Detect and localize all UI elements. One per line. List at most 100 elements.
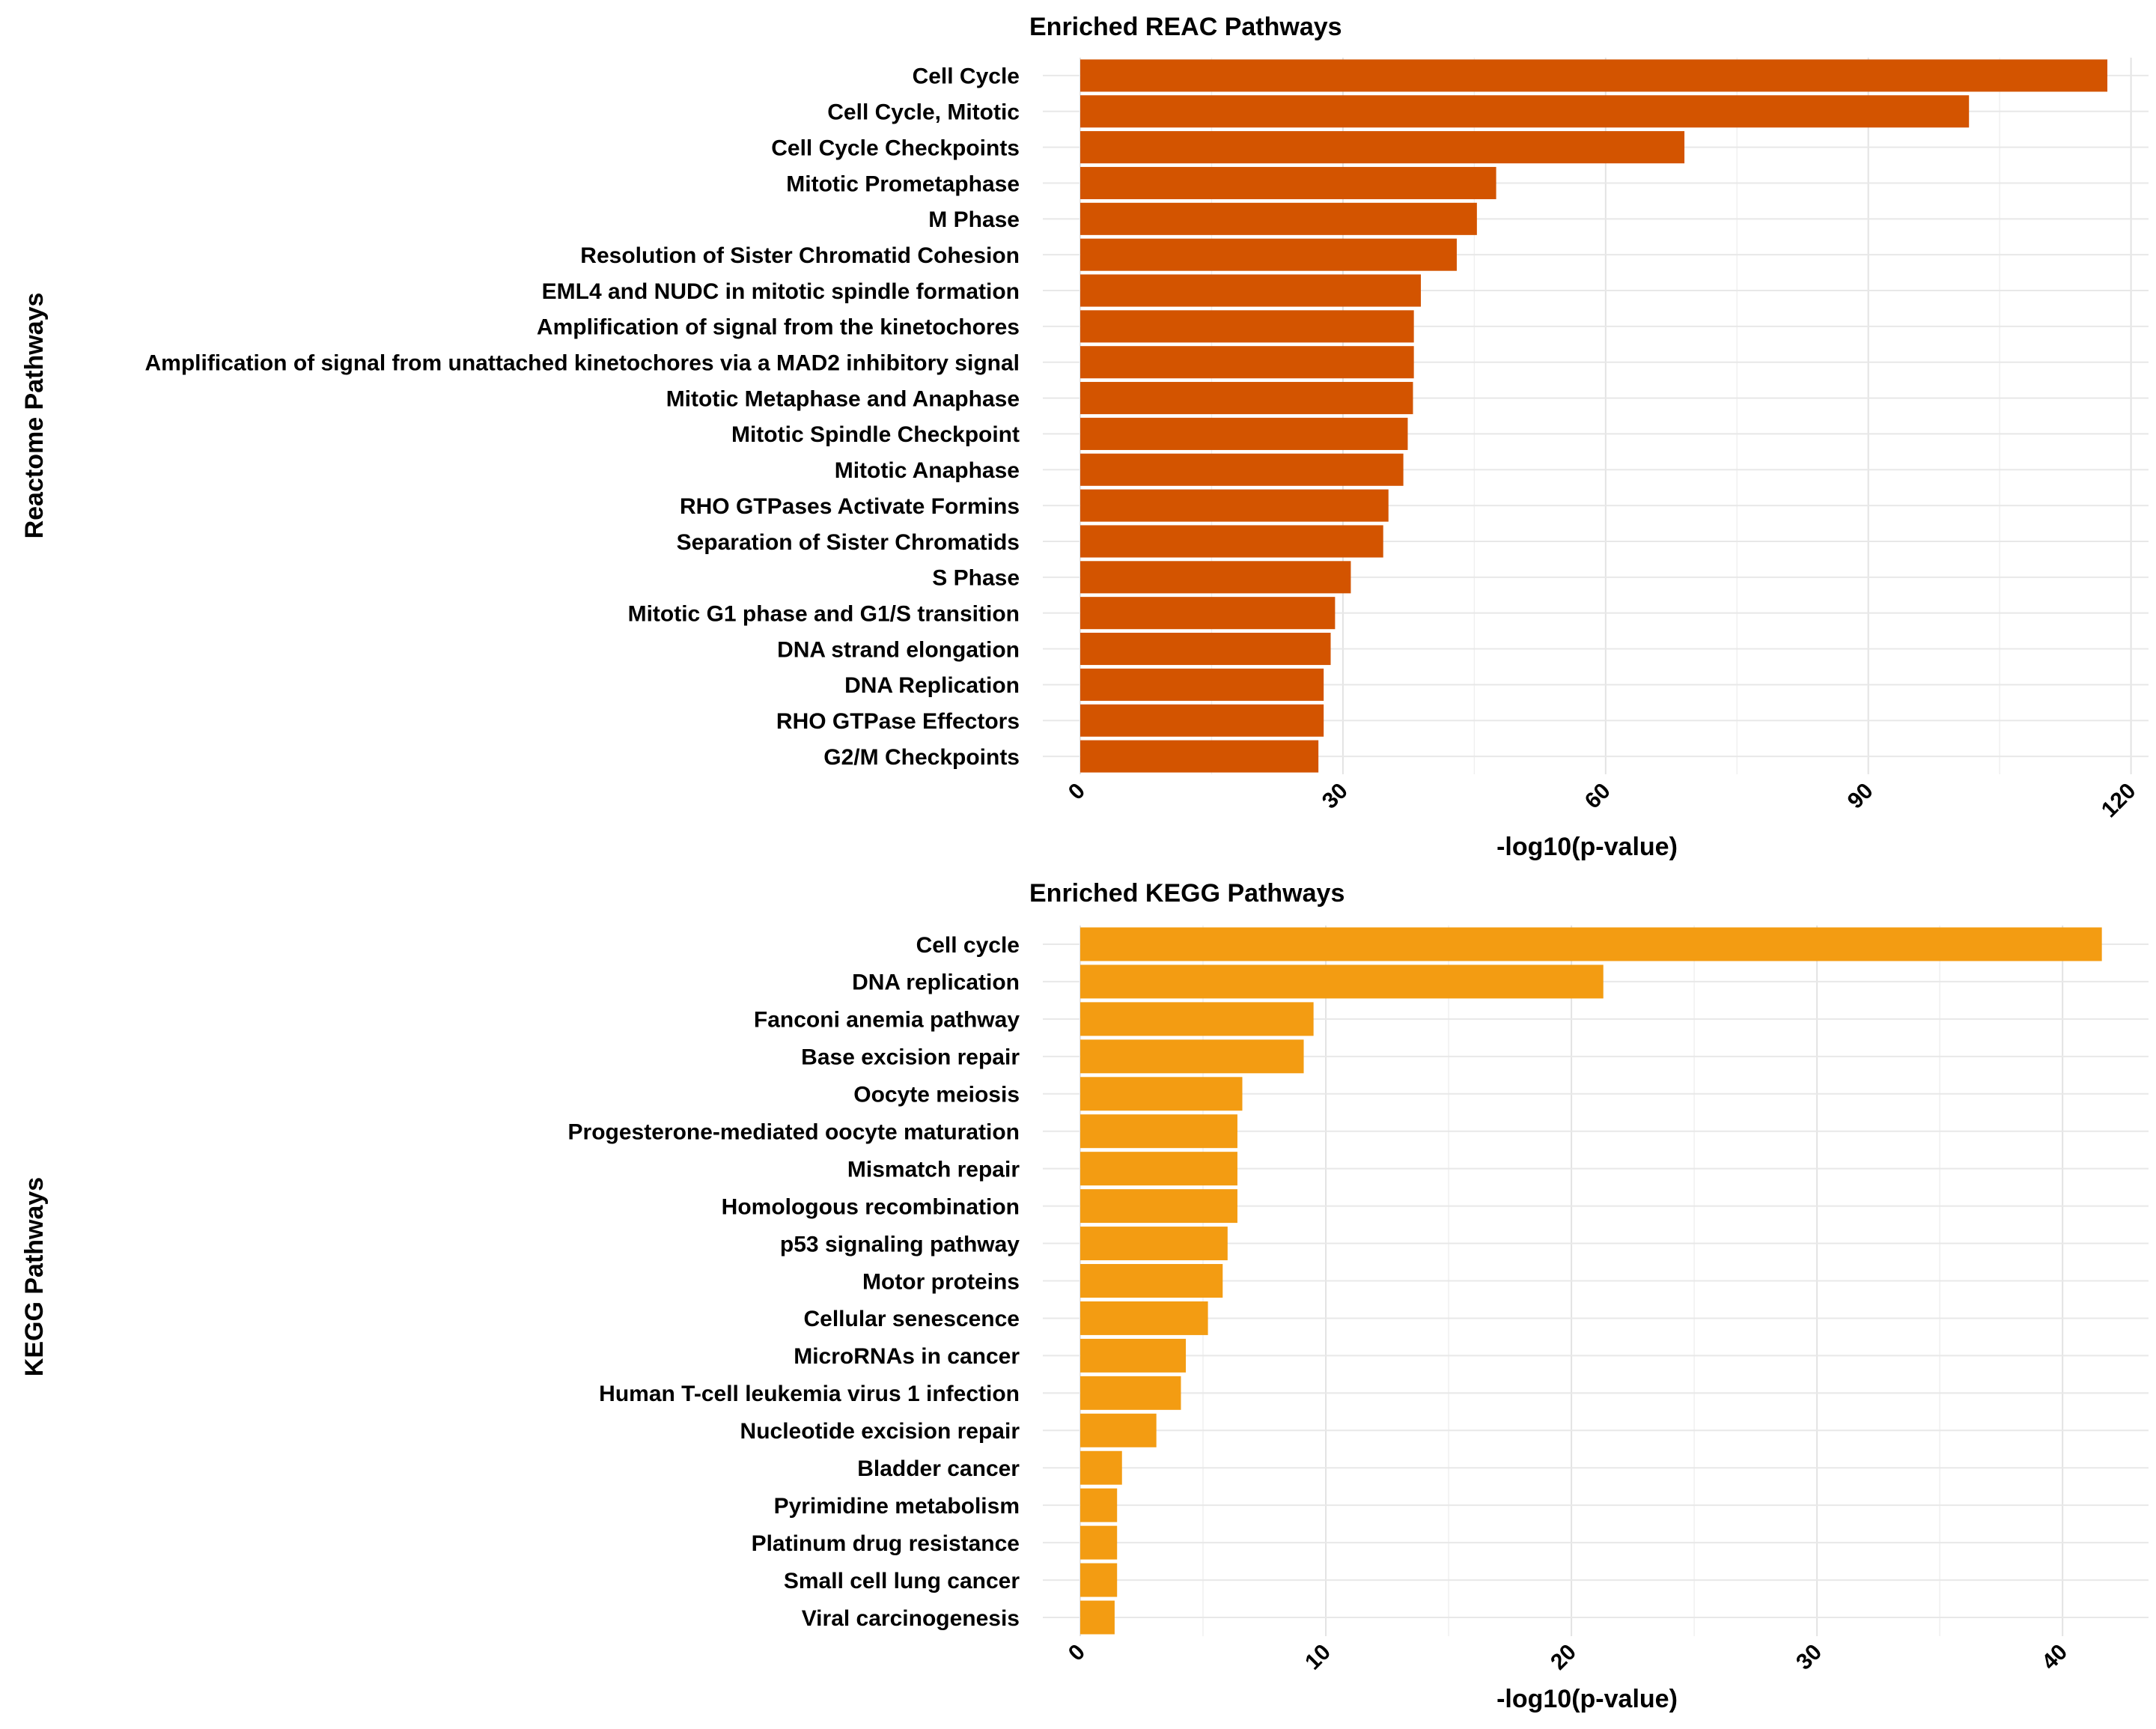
reac-x-tick-label: 0: [1064, 779, 1090, 805]
kegg-category-labels: Cell cycle DNA replication Fanconi anemia …: [568, 933, 1020, 1631]
kegg-chart-title: Enriched KEGG Pathways: [1029, 879, 1345, 908]
kegg-bar: [1080, 1114, 1237, 1149]
kegg-bar: [1080, 1002, 1314, 1036]
reac-x-tick-label: 30: [1318, 779, 1353, 814]
reac-bar: [1080, 274, 1422, 307]
kegg-category-label: Bladder cancer: [857, 1456, 1020, 1481]
reac-x-tick-label: 120: [2097, 779, 2141, 823]
kegg-bar: [1080, 1563, 1118, 1597]
kegg-x-axis-label: -log10(p-value): [1496, 1685, 1678, 1713]
kegg-y-axis-label: KEGG Pathways: [20, 1177, 49, 1376]
reac-category-label: Cell Cycle, Mitotic: [827, 100, 1020, 125]
kegg-x-tick-labels: 0 10 20 30 40: [1064, 1640, 2072, 1675]
reac-bar: [1080, 489, 1389, 522]
reac-x-axis-label: -log10(p-value): [1496, 833, 1678, 861]
kegg-bar: [1080, 1376, 1181, 1410]
kegg-category-label: Oocyte meiosis: [853, 1083, 1020, 1107]
kegg-category-label: Nucleotide excision repair: [740, 1419, 1020, 1444]
reac-bar: [1080, 202, 1477, 235]
reac-panel: Cell Cycle Cell Cycle, Mitotic Cell Cycle …: [144, 58, 2149, 822]
reac-category-label: Mitotic Anaphase: [835, 458, 1020, 483]
kegg-category-label: Cellular senescence: [803, 1307, 1020, 1331]
reac-category-label: M Phase: [928, 207, 1020, 232]
reac-category-label: Cell Cycle: [913, 64, 1020, 89]
kegg-category-label: Progesterone-mediated oocyte maturation: [568, 1120, 1020, 1145]
reac-category-label: Separation of Sister Chromatids: [677, 530, 1020, 555]
reac-bars: [1080, 59, 2108, 773]
reac-category-label: Mitotic Prometaphase: [786, 171, 1020, 196]
reac-category-label: Cell Cycle Checkpoints: [771, 136, 1020, 160]
kegg-category-label: Small cell lung cancer: [784, 1569, 1020, 1593]
kegg-bar: [1080, 1227, 1228, 1261]
reac-category-labels: Cell Cycle Cell Cycle, Mitotic Cell Cycle …: [144, 64, 1020, 770]
kegg-category-label: Motor proteins: [862, 1269, 1020, 1294]
kegg-bar: [1080, 927, 2102, 961]
kegg-bar: [1080, 1077, 1243, 1111]
reac-bar: [1080, 597, 1336, 630]
reac-x-tick-label: 90: [1843, 779, 1878, 814]
kegg-bars: [1080, 927, 2102, 1635]
kegg-x-tick-label: 30: [1791, 1640, 1827, 1675]
reac-category-label: Mitotic Metaphase and Anaphase: [666, 386, 1020, 411]
reac-bar: [1080, 668, 1324, 701]
kegg-x-tick-label: 0: [1064, 1640, 1090, 1666]
kegg-bar: [1080, 1600, 1115, 1635]
kegg-bar: [1080, 1338, 1187, 1373]
kegg-bar: [1080, 1039, 1304, 1074]
reac-bar: [1080, 382, 1413, 415]
reac-bar: [1080, 525, 1383, 558]
kegg-bar: [1080, 1152, 1237, 1186]
kegg-category-label: Mismatch repair: [847, 1157, 1020, 1182]
kegg-bar: [1080, 1189, 1237, 1224]
kegg-x-tick-label: 40: [2037, 1640, 2072, 1675]
kegg-category-label: MicroRNAs in cancer: [794, 1344, 1020, 1369]
reac-bar: [1080, 346, 1414, 379]
reac-bar: [1080, 561, 1351, 594]
reac-gridlines: [1043, 58, 2149, 774]
kegg-category-label: Cell cycle: [916, 933, 1020, 958]
reac-x-tick-label: 60: [1580, 779, 1616, 814]
kegg-panel: Cell cycle DNA replication Fanconi anemia …: [568, 926, 2149, 1675]
kegg-category-label: Fanconi anemia pathway: [754, 1008, 1020, 1033]
reac-bar: [1080, 632, 1331, 666]
reac-category-label: RHO GTPase Effectors: [776, 709, 1020, 734]
reac-category-label: EML4 and NUDC in mitotic spindle formati…: [542, 279, 1020, 304]
reac-bar: [1080, 238, 1457, 271]
kegg-bar: [1080, 1301, 1208, 1335]
kegg-category-label: Viral carcinogenesis: [802, 1606, 1020, 1631]
reac-bar: [1080, 310, 1414, 343]
reac-category-label: Resolution of Sister Chromatid Cohesion: [580, 243, 1020, 268]
kegg-x-tick-label: 10: [1300, 1640, 1336, 1675]
reac-category-label: DNA strand elongation: [777, 637, 1020, 662]
reac-category-label: DNA Replication: [844, 673, 1020, 698]
reac-bar: [1080, 131, 1685, 164]
kegg-bar: [1080, 1413, 1157, 1447]
kegg-category-label: Human T-cell leukemia virus 1 infection: [599, 1382, 1020, 1406]
reac-bar: [1080, 704, 1324, 737]
reac-bar: [1080, 59, 2108, 92]
reac-category-label: Mitotic Spindle Checkpoint: [731, 422, 1020, 447]
kegg-category-label: Homologous recombination: [722, 1194, 1020, 1219]
kegg-bar: [1080, 1488, 1118, 1522]
kegg-category-label: Platinum drug resistance: [752, 1531, 1020, 1556]
kegg-category-label: Base excision repair: [801, 1045, 1020, 1070]
kegg-x-tick-label: 20: [1546, 1640, 1581, 1675]
reac-bar: [1080, 95, 1970, 128]
reac-bar: [1080, 453, 1404, 486]
reac-category-label: Amplification of signal from unattached …: [144, 351, 1020, 376]
reac-bar: [1080, 740, 1319, 773]
kegg-category-label: p53 signaling pathway: [780, 1232, 1020, 1257]
kegg-bar: [1080, 964, 1604, 999]
reac-category-label: G2/M Checkpoints: [823, 745, 1020, 770]
kegg-category-label: Pyrimidine metabolism: [774, 1494, 1020, 1519]
reac-y-axis-label: Reactome Pathways: [20, 293, 49, 539]
reac-category-label: S Phase: [932, 566, 1020, 591]
kegg-bar: [1080, 1525, 1118, 1560]
reac-category-label: Mitotic G1 phase and G1/S transition: [628, 601, 1020, 626]
kegg-bar: [1080, 1450, 1122, 1485]
kegg-bar: [1080, 1264, 1223, 1298]
reac-bar: [1080, 417, 1408, 450]
reac-x-tick-labels: 0 30 60 90 120: [1064, 779, 2141, 823]
reac-category-label: Amplification of signal from the kinetoc…: [537, 315, 1020, 340]
